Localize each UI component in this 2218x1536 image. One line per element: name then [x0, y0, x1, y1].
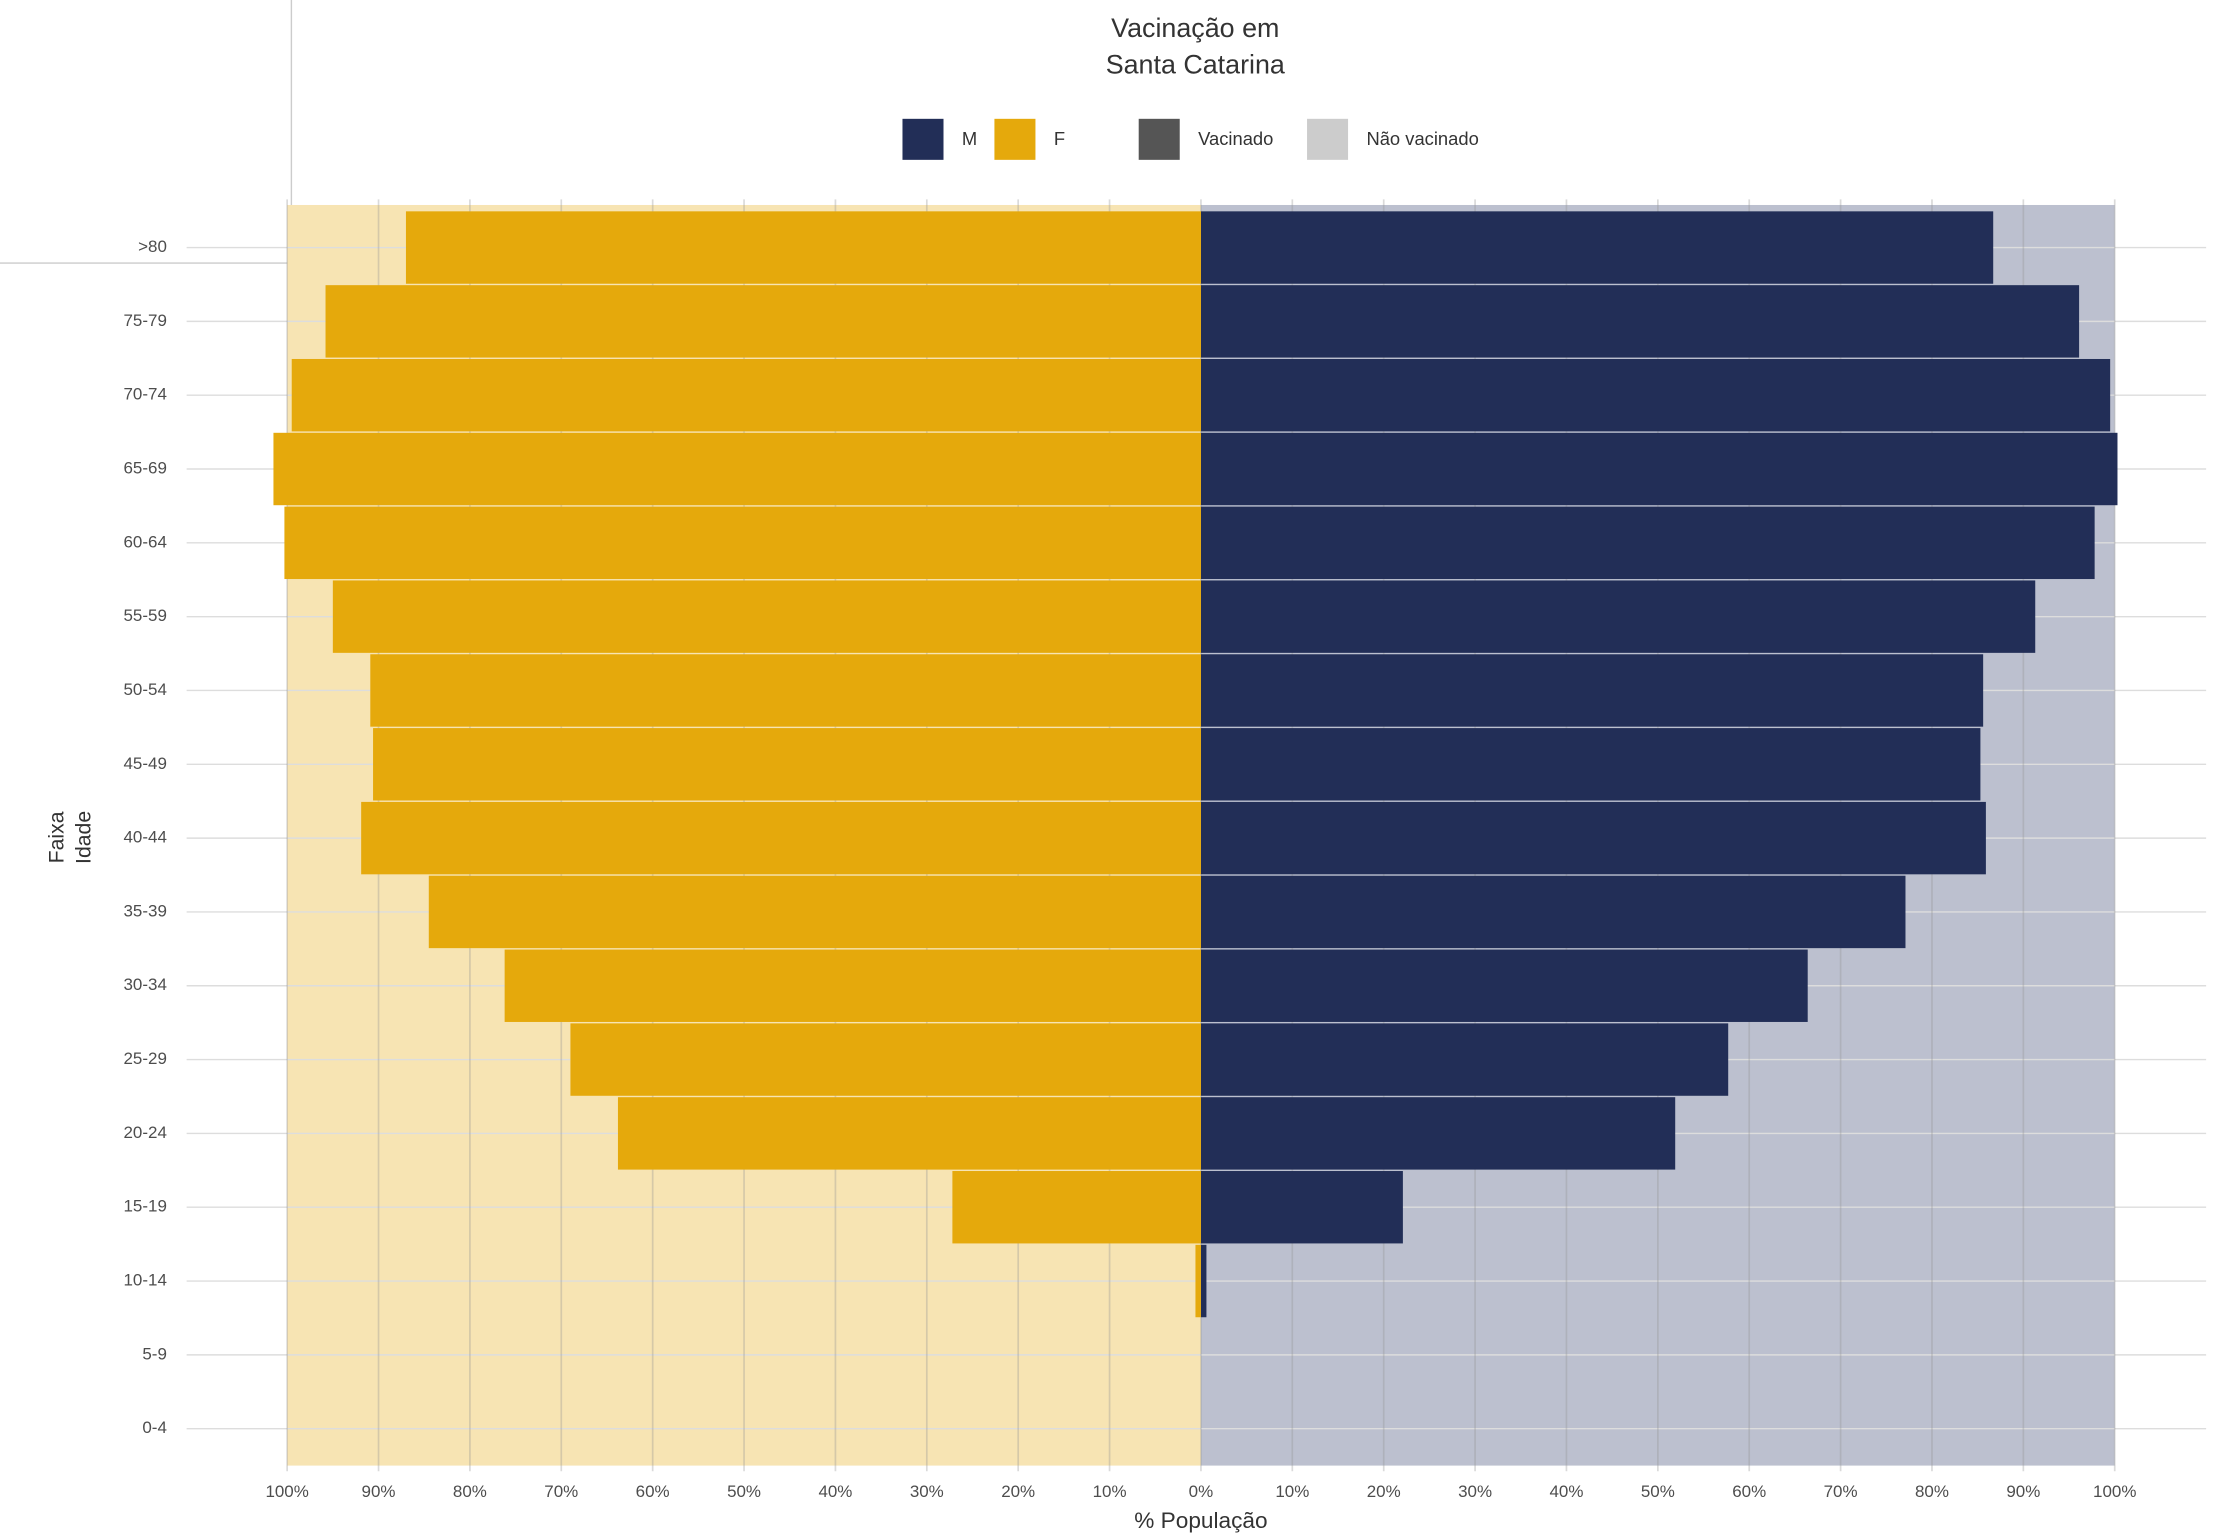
- bar: [1200, 285, 2080, 358]
- x-tick-label: 80%: [1915, 1482, 1949, 1501]
- x-tick-label: 70%: [544, 1482, 578, 1501]
- bar: [1200, 875, 1906, 949]
- bar: [1200, 506, 2095, 580]
- bar: [1200, 1097, 1676, 1170]
- legend-swatch: [902, 118, 944, 160]
- chart-title: Vacinação em: [1111, 13, 1279, 43]
- bar: [1200, 654, 1984, 727]
- x-tick-label: 10%: [1093, 1482, 1127, 1501]
- y-tick-label: 40-44: [124, 828, 167, 847]
- bar: [1200, 728, 1981, 801]
- y-tick-label: 25-29: [124, 1049, 167, 1068]
- bar: [428, 875, 1201, 949]
- x-tick-label: 90%: [2006, 1482, 2040, 1501]
- y-tick-label: 35-39: [124, 901, 167, 920]
- legend-label: F: [1054, 128, 1065, 149]
- legend-label: Vacinado: [1198, 128, 1273, 149]
- y-tick-label: 0-4: [142, 1418, 167, 1437]
- y-tick-label: >80: [138, 237, 167, 256]
- x-tick-label: 30%: [1458, 1482, 1492, 1501]
- bar: [370, 654, 1201, 727]
- bar: [291, 358, 1201, 432]
- y-axis-label: Faixa: [46, 811, 69, 863]
- bar: [1200, 211, 1994, 284]
- x-tick-label: 20%: [1367, 1482, 1401, 1501]
- y-tick-label: 45-49: [124, 754, 167, 773]
- x-tick-label: 100%: [265, 1482, 308, 1501]
- bar: [361, 801, 1201, 875]
- bar: [570, 1023, 1201, 1096]
- bar: [1200, 580, 2036, 653]
- y-tick-label: 5-9: [142, 1344, 167, 1363]
- bar: [332, 580, 1201, 653]
- bar: [1200, 1171, 1403, 1244]
- x-axis-label: % População: [1134, 1508, 1267, 1533]
- bar: [1195, 1244, 1201, 1318]
- x-tick-label: 70%: [1824, 1482, 1858, 1501]
- y-tick-label: 15-19: [124, 1197, 167, 1216]
- x-tick-label: 40%: [818, 1482, 852, 1501]
- legend-swatch: [994, 118, 1036, 160]
- y-tick-label: 10-14: [124, 1271, 167, 1290]
- x-tick-label: 90%: [362, 1482, 396, 1501]
- y-tick-label: 70-74: [124, 385, 167, 404]
- bar: [1200, 949, 1808, 1022]
- bar: [1200, 358, 2111, 432]
- bar: [1200, 801, 1986, 875]
- legend-swatch: [1138, 118, 1180, 160]
- bar: [952, 1171, 1201, 1244]
- y-tick-label: 75-79: [124, 311, 167, 330]
- bar: [504, 949, 1201, 1022]
- bar: [325, 285, 1201, 358]
- x-tick-label: 0%: [1189, 1482, 1214, 1501]
- bar: [1200, 432, 2118, 506]
- y-tick-label: 20-24: [124, 1123, 167, 1142]
- bar: [617, 1097, 1201, 1170]
- legend-label: Não vacinado: [1366, 128, 1478, 149]
- bar: [405, 211, 1201, 284]
- bar: [1200, 1023, 1729, 1096]
- bar: [373, 728, 1201, 801]
- y-tick-label: 50-54: [124, 680, 167, 699]
- x-tick-label: 60%: [636, 1482, 670, 1501]
- y-tick-label: 30-34: [124, 975, 167, 994]
- x-tick-label: 20%: [1001, 1482, 1035, 1501]
- y-tick-label: 55-59: [124, 606, 167, 625]
- x-tick-label: 50%: [727, 1482, 761, 1501]
- x-tick-label: 40%: [1549, 1482, 1583, 1501]
- bar: [284, 506, 1201, 580]
- bar: [1200, 1244, 1207, 1318]
- x-tick-label: 60%: [1732, 1482, 1766, 1501]
- bar: [273, 432, 1201, 506]
- y-tick-label: 65-69: [124, 458, 167, 477]
- legend-swatch: [1307, 118, 1349, 160]
- x-tick-label: 50%: [1641, 1482, 1675, 1501]
- x-tick-label: 100%: [2093, 1482, 2136, 1501]
- x-tick-label: 10%: [1275, 1482, 1309, 1501]
- x-tick-label: 80%: [453, 1482, 487, 1501]
- legend-label: M: [962, 128, 977, 149]
- y-axis-label: Idade: [72, 811, 95, 864]
- x-tick-label: 30%: [910, 1482, 944, 1501]
- chart-title: Santa Catarina: [1106, 50, 1285, 80]
- y-tick-label: 60-64: [124, 532, 167, 551]
